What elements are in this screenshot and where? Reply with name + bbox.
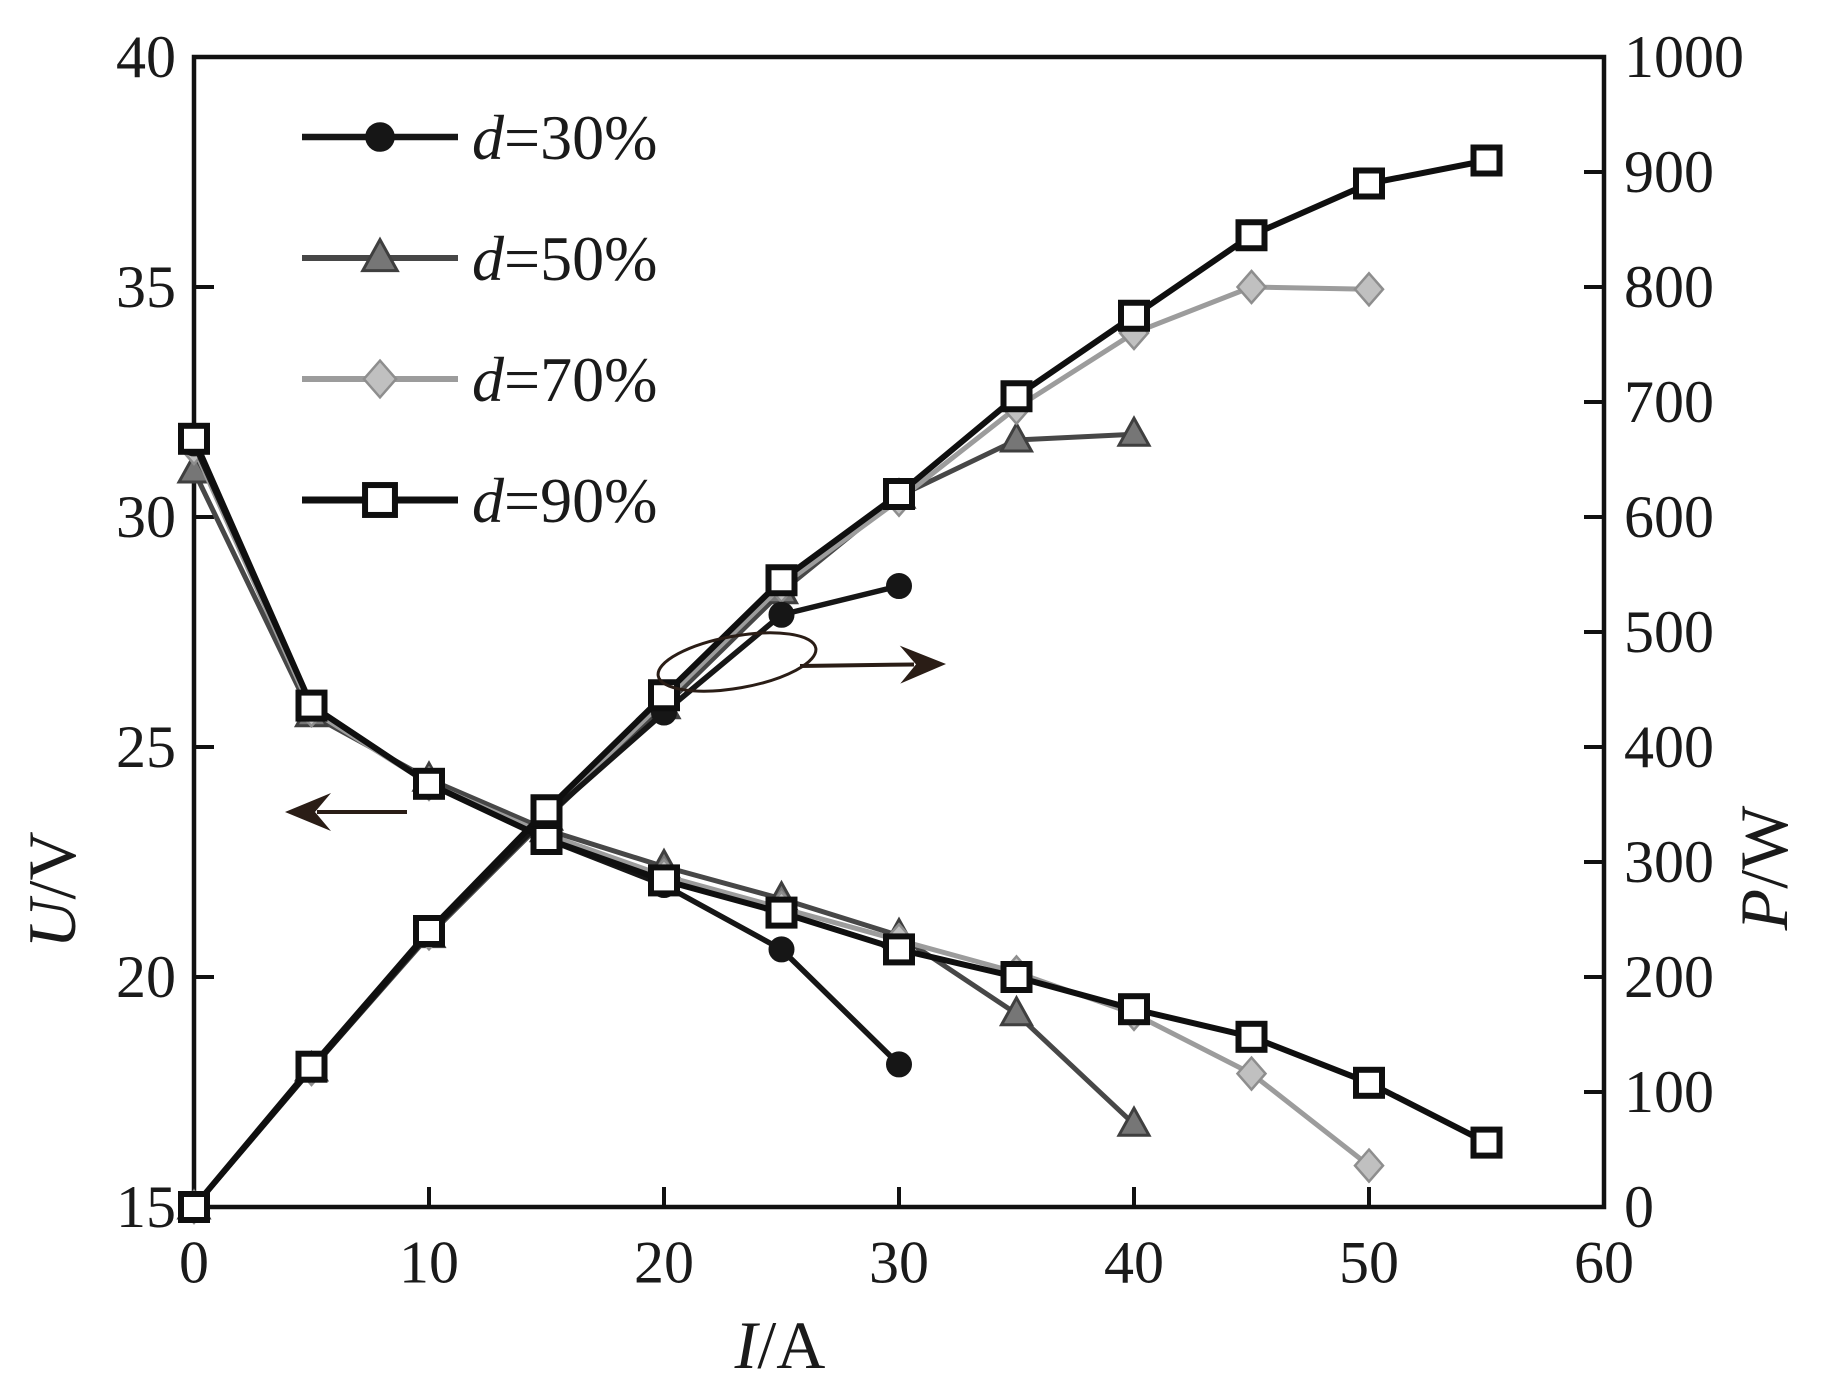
right-tick-label: 800: [1624, 254, 1714, 320]
marker-square-open: [1118, 299, 1150, 332]
series-line-u-d=30%: [191, 442, 901, 1067]
right-tick-label: 200: [1624, 944, 1714, 1010]
marker-circle: [886, 1051, 912, 1078]
left-tick-label: 25: [116, 714, 176, 780]
marker-square-open: [1235, 1020, 1268, 1053]
legend-label-d70: d=70%: [472, 344, 657, 415]
legend-label-d90: d=90%: [472, 465, 657, 536]
right-tick-label: 0: [1624, 1174, 1654, 1240]
marker-square-open: [530, 823, 563, 855]
plot-frame: [191, 54, 1607, 1210]
x-tick-label: 10: [399, 1229, 459, 1295]
x-tick-label: 0: [179, 1229, 209, 1295]
marker-triangle: [998, 994, 1035, 1027]
marker-square-open: [413, 915, 445, 947]
marker-square-open: [1353, 167, 1385, 200]
series-line-u-d=90%: [191, 437, 1488, 1146]
marker-square-open: [178, 422, 210, 455]
x-tick-label: 40: [1104, 1229, 1164, 1295]
series-line-u-d=70%: [191, 446, 1371, 1168]
left-tick-label: 30: [116, 484, 176, 550]
left-axis-arrow-head: [285, 793, 331, 831]
x-tick-label: 60: [1574, 1229, 1634, 1295]
x-tick-label: 50: [1339, 1229, 1399, 1295]
right-tick-label: 700: [1624, 369, 1714, 435]
marker-circle: [768, 936, 795, 963]
series-line-p-d=90%: [191, 157, 1488, 1209]
left-tick-label: 15: [116, 1174, 176, 1240]
left-axis-var: U: [14, 896, 90, 949]
marker-square-open: [1235, 219, 1268, 252]
marker-square-open: [413, 767, 445, 800]
legend-label-d30: d=30%: [472, 102, 657, 173]
series-line-u-d=50%: [191, 469, 1136, 1127]
p-curves-ellipse-annotation: [656, 631, 818, 693]
marker-square-open: [362, 482, 398, 518]
x-tick-label: 30: [869, 1229, 929, 1295]
marker-square-open: [1000, 380, 1033, 413]
right-axis-var: P: [1726, 889, 1802, 932]
marker-square-open: [1470, 1126, 1503, 1159]
marker-circle: [365, 122, 395, 152]
marker-circle: [886, 573, 912, 599]
right-tick-label: 100: [1624, 1059, 1714, 1125]
marker-square-open: [765, 564, 798, 597]
series-line-p-d=50%: [192, 431, 1135, 1209]
marker-square-open: [295, 689, 328, 722]
left-tick-label: 20: [116, 944, 176, 1010]
right-axis-arrow-shaft: [799, 662, 915, 668]
right-axis-title: P/W: [1726, 805, 1802, 931]
x-tick-label: 20: [634, 1229, 694, 1295]
x-axis-unit: /A: [757, 1307, 825, 1379]
marker-diamond: [1235, 269, 1268, 305]
marker-square-open: [1470, 144, 1503, 177]
marker-square-open: [883, 933, 915, 966]
right-tick-label: 400: [1624, 714, 1714, 780]
marker-square-open: [295, 1050, 328, 1083]
marker-triangle: [1116, 1105, 1152, 1137]
left-tick-label: 35: [116, 254, 176, 320]
marker-triangle: [1116, 415, 1152, 447]
chart-generated-layer: 0 10 20 30 40 50 60152025303540010020030040050…: [116, 24, 1744, 1295]
marker-square-open: [1353, 1066, 1385, 1099]
marker-square-open: [648, 864, 680, 897]
marker-circle: [768, 601, 795, 628]
right-tick-label: 600: [1624, 484, 1714, 550]
right-axis-arrow-head: [899, 645, 946, 684]
marker-triangle: [998, 420, 1035, 453]
right-axis-unit: /W: [1726, 805, 1802, 889]
marker-square-open: [1000, 961, 1033, 993]
right-tick-label: 1000: [1624, 24, 1744, 90]
marker-diamond: [1235, 1055, 1268, 1092]
marker-diamond: [1353, 271, 1385, 308]
right-tick-label: 300: [1624, 829, 1714, 895]
legend-label-d50: d=50%: [472, 223, 657, 294]
marker-square-open: [883, 478, 915, 510]
marker-diamond: [362, 358, 398, 400]
right-tick-label: 900: [1624, 139, 1714, 205]
x-axis-title: I/A: [734, 1307, 826, 1379]
marker-square-open: [1118, 993, 1150, 1026]
marker-diamond: [1353, 1147, 1385, 1184]
x-axis-var: I: [734, 1307, 761, 1379]
left-tick-label: 40: [116, 24, 176, 90]
marker-square-open: [765, 896, 798, 929]
right-tick-label: 500: [1624, 599, 1714, 665]
marker-square-open: [178, 1191, 210, 1223]
marker-square-open: [530, 794, 563, 827]
left-axis-title: U/V: [14, 831, 90, 948]
left-axis-unit: /V: [14, 831, 90, 899]
marker-triangle: [360, 236, 400, 273]
